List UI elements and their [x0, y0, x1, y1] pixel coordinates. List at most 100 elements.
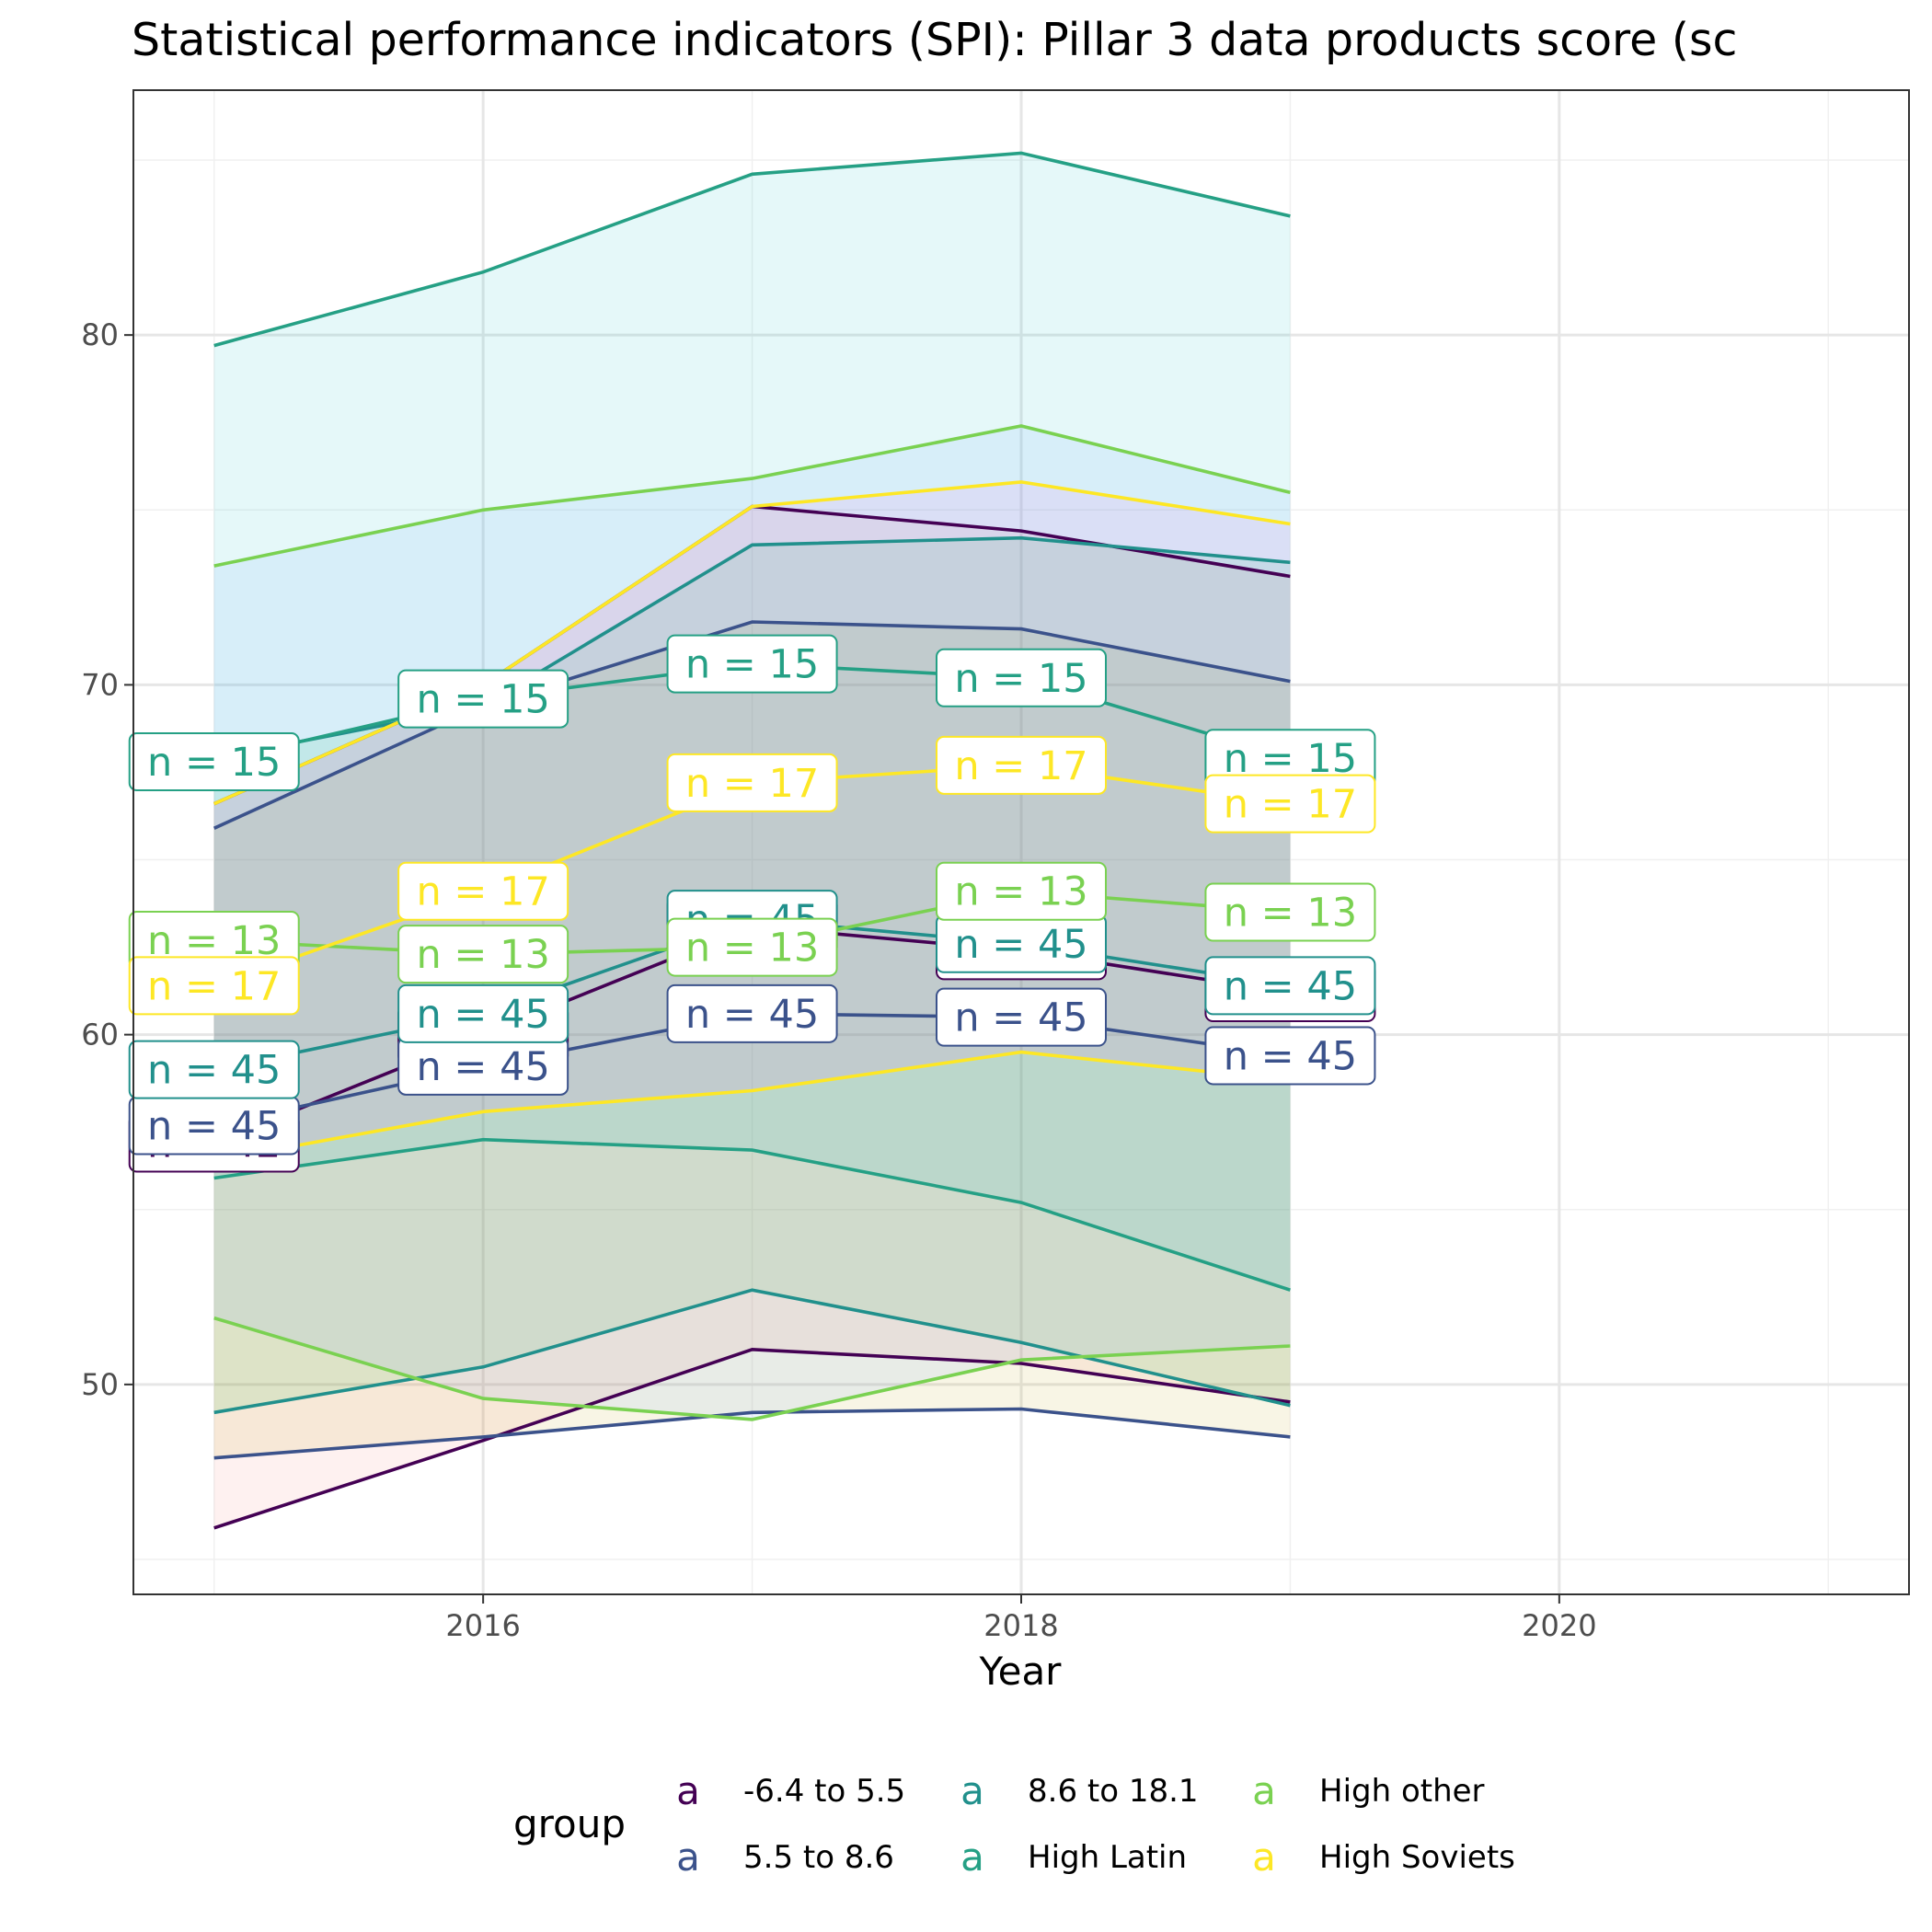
legend-key: a: [676, 1834, 700, 1880]
legend-label: High other: [1319, 1773, 1485, 1810]
lower-line--6.4 to 5.5: [213, 1347, 1291, 1530]
count-label-text: n = 13: [1224, 891, 1357, 937]
count-label: n = 45: [397, 983, 569, 1043]
count-label: n = 45: [936, 914, 1107, 973]
legend-item: a 8.6 to 18.1: [960, 1768, 1198, 1813]
chart-title: Statistical performance indicators (SPI)…: [132, 14, 1737, 66]
count-label-text: n = 15: [685, 642, 819, 688]
count-labels: n = 42n = 42n = 42n = 42n = 42n = 45n = …: [128, 634, 1376, 1173]
x-tick-label: 2018: [983, 1608, 1058, 1643]
y-tick-label: 50: [81, 1367, 119, 1402]
legend: group a -6.4 to 5.5 a 5.5 to 8.6 a 8.6 to 18.…: [513, 1768, 1515, 1880]
count-label: n = 45: [1204, 1026, 1376, 1086]
lower-line-8.6 to 18.1: [213, 1288, 1291, 1415]
count-label-text: n = 17: [147, 963, 281, 1009]
count-label-box: [397, 925, 569, 984]
count-label-text: n = 13: [416, 932, 549, 978]
count-label: n = 45: [936, 987, 1107, 1047]
count-label-text: n = 13: [685, 926, 819, 972]
count-label: n = 45: [397, 1036, 569, 1096]
count-label: n = 45: [128, 1040, 300, 1099]
count-label-box: [128, 732, 300, 792]
count-label-box: [1204, 956, 1376, 1016]
y-tick-label: 70: [81, 667, 119, 702]
series-lines: [213, 151, 1291, 1530]
legend-item: a 5.5 to 8.6: [676, 1834, 894, 1880]
count-label-box: [397, 669, 569, 729]
upper-line-5.5 to 8.6: [213, 620, 1291, 830]
count-label: n = 17: [1204, 774, 1376, 834]
count-label-text: n = 45: [954, 995, 1087, 1041]
count-label-box: [397, 983, 569, 1043]
count-label-box: [397, 861, 569, 921]
count-label-text: n = 17: [685, 761, 819, 807]
upper-line-High other: [213, 424, 1291, 568]
count-label-text: n = 15: [147, 740, 281, 786]
count-label-box: [1204, 882, 1376, 942]
count-label-box: [128, 956, 300, 1016]
count-label: n = 15: [936, 648, 1107, 707]
legend-item: a High Soviets: [1252, 1834, 1515, 1880]
count-label: n = 13: [936, 861, 1107, 921]
count-label-box: [666, 634, 838, 694]
count-label-box: [1204, 1026, 1376, 1086]
legend-label: 8.6 to 18.1: [1028, 1773, 1199, 1810]
upper-line-High Latin: [213, 151, 1291, 348]
legend-key: a: [960, 1834, 984, 1880]
count-label-text: n = 45: [685, 992, 819, 1038]
lower-line-5.5 to 8.6: [213, 1407, 1291, 1460]
legend-key: a: [676, 1768, 700, 1813]
count-label-text: n = 17: [416, 869, 549, 915]
count-label: n = 13: [1204, 882, 1376, 942]
count-label-box: [128, 1040, 300, 1099]
count-label-text: n = 45: [1224, 963, 1357, 1009]
count-label-text: n = 45: [954, 922, 1087, 968]
count-label-box: [666, 753, 838, 812]
legend-key: a: [1252, 1768, 1276, 1813]
legend-label: -6.4 to 5.5: [743, 1773, 905, 1810]
upper-line-High Soviets: [213, 480, 1291, 806]
x-tick-label: 2016: [445, 1608, 520, 1643]
count-label: n = 13: [666, 917, 838, 977]
count-label-text: n = 45: [416, 1044, 549, 1090]
count-label: n = 17: [666, 753, 838, 812]
count-label-box: [666, 917, 838, 977]
legend-label: 5.5 to 8.6: [743, 1839, 894, 1876]
count-label-text: n = 17: [954, 743, 1087, 789]
count-label-text: n = 45: [416, 992, 549, 1038]
count-label: n = 45: [666, 983, 838, 1043]
count-label-text: n = 13: [954, 869, 1087, 915]
x-axis-ticks: 2016 2018 2020: [445, 1594, 1597, 1643]
legend-key: a: [960, 1768, 984, 1813]
count-label: n = 15: [666, 634, 838, 694]
count-label-box: [936, 735, 1107, 795]
count-label-text: n = 45: [1224, 1033, 1357, 1079]
count-label-text: n = 45: [147, 1103, 281, 1149]
y-tick-label: 60: [81, 1018, 119, 1052]
y-tick-label: 80: [81, 317, 119, 352]
count-label-text: n = 17: [1224, 782, 1357, 828]
legend-item: a High other: [1252, 1768, 1484, 1813]
count-label: n = 17: [397, 861, 569, 921]
count-label-text: n = 15: [954, 656, 1087, 702]
count-label: n = 13: [397, 925, 569, 984]
count-label: n = 45: [128, 1096, 300, 1156]
count-label-box: [666, 983, 838, 1043]
count-label: n = 17: [936, 735, 1107, 795]
count-label-box: [936, 648, 1107, 707]
count-label-text: n = 15: [416, 677, 549, 723]
lower-line-High other: [213, 1316, 1291, 1421]
x-axis-title: Year: [979, 1649, 1063, 1694]
lower-line-High Soviets: [213, 1050, 1291, 1163]
legend-label: High Latin: [1028, 1839, 1187, 1876]
confidence-bands: [213, 153, 1291, 1528]
legend-item: a -6.4 to 5.5: [676, 1768, 905, 1813]
count-label: n = 45: [1204, 956, 1376, 1016]
count-label: n = 15: [397, 669, 569, 729]
count-label-box: [936, 861, 1107, 921]
lower-line-High Latin: [213, 1137, 1291, 1292]
count-label-text: n = 45: [147, 1048, 281, 1094]
x-tick-label: 2020: [1522, 1608, 1596, 1643]
legend-label: High Soviets: [1319, 1839, 1515, 1876]
